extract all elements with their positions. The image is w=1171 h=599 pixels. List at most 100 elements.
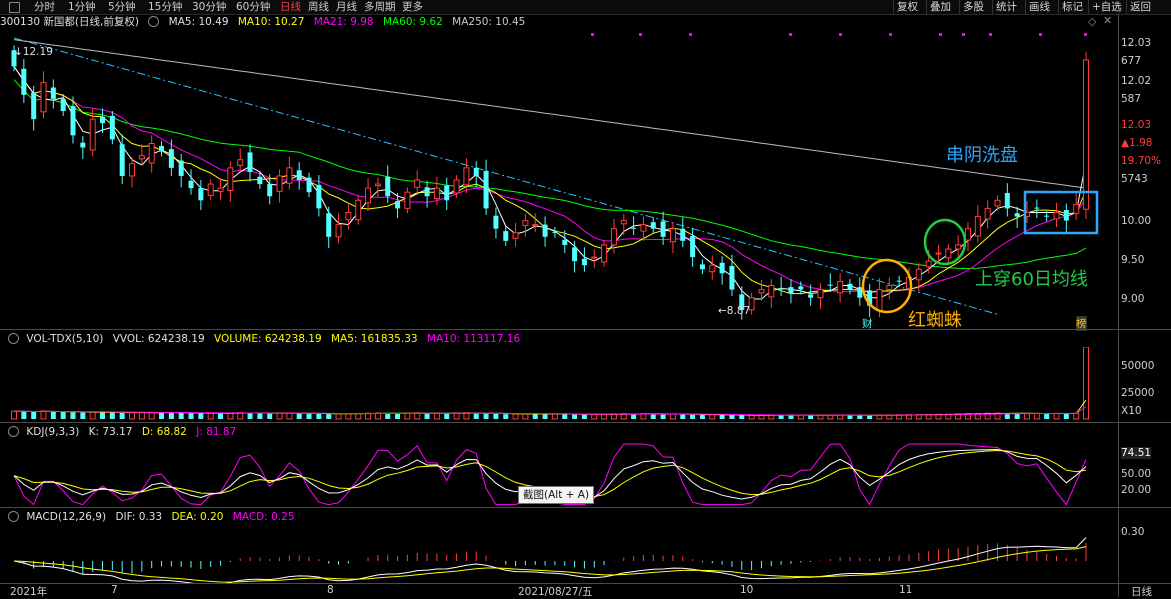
price-tick: 12.02: [1121, 75, 1152, 87]
candle-body: [660, 221, 666, 237]
diamond-icon[interactable]: ◇: [1088, 15, 1097, 28]
volume-bar: [453, 412, 460, 420]
candlestick-chart[interactable]: [0, 30, 1118, 330]
date-tick: 10: [740, 584, 754, 596]
axis-divider: [1118, 14, 1119, 597]
date-tick: 8: [327, 584, 334, 596]
candle-body: [1053, 211, 1060, 220]
kdj-tick: 50.00: [1121, 468, 1152, 480]
volume-bar: [395, 413, 401, 419]
volume-bar: [198, 413, 204, 419]
toolbar-button[interactable]: 统计: [992, 0, 1020, 14]
candle-body: [512, 232, 519, 239]
volume-bar: [138, 412, 145, 420]
period-tab[interactable]: 1分钟: [68, 1, 96, 13]
finance-marker[interactable]: 财: [862, 318, 873, 330]
candle-body: [739, 294, 745, 310]
candle-body: [925, 260, 932, 268]
collapse-icon[interactable]: [8, 511, 19, 522]
candle-body: [817, 289, 824, 299]
ma21-value: MA21: 9.98: [313, 16, 374, 28]
macd-value: MACD: 0.25: [232, 511, 295, 523]
period-tab[interactable]: 5分钟: [108, 1, 136, 13]
candle-body: [572, 247, 578, 262]
volume-bar: [129, 412, 136, 420]
ranking-marker[interactable]: 榜: [1076, 316, 1087, 331]
toolbar-button[interactable]: +自选: [1088, 0, 1125, 14]
candle-body: [532, 224, 539, 227]
period-label[interactable]: 日线: [1131, 586, 1152, 598]
volume-bar: [680, 414, 686, 419]
volume-bar: [70, 412, 76, 419]
toolbar-button[interactable]: 多股: [959, 0, 987, 14]
candle-body: [326, 213, 332, 237]
event-marker: [962, 33, 965, 36]
candle-body: [631, 227, 637, 229]
period-tab[interactable]: 15分钟: [148, 1, 183, 13]
period-tab[interactable]: 60分钟: [236, 1, 271, 13]
period-tab[interactable]: 周线: [308, 1, 329, 13]
period-tab[interactable]: 更多: [402, 1, 423, 13]
price-close: 12.03: [1121, 119, 1152, 131]
toolbar-button[interactable]: 复权: [893, 0, 921, 14]
period-tab[interactable]: 分时: [34, 1, 55, 13]
volume-bar: [572, 414, 578, 419]
volume-bar: [218, 413, 224, 419]
volume-bar: [316, 413, 322, 419]
macd-chart[interactable]: [0, 525, 1118, 583]
volume-bar: [719, 414, 725, 419]
low-price-label: ←8.87: [718, 305, 751, 317]
stock-title: 300130 新国都(日线,前复权): [0, 16, 139, 28]
collapse-icon[interactable]: [8, 333, 19, 344]
ma5-value: MA5: 10.49: [168, 16, 229, 28]
period-tab[interactable]: 30分钟: [192, 1, 227, 13]
ma60-value: MA60: 9.62: [382, 16, 443, 28]
volume-bar: [1073, 412, 1080, 420]
candle-body: [788, 287, 794, 294]
candle-body: [227, 167, 234, 192]
volume-bar: [748, 414, 755, 420]
volume-bar: [188, 413, 194, 419]
candle-body: [886, 284, 893, 291]
volume-bar: [267, 413, 273, 419]
annotation-wash: 串阴洗盘: [946, 145, 1018, 166]
collapse-icon[interactable]: [8, 426, 19, 437]
volume-bar: [867, 415, 873, 419]
close-icon[interactable]: ✕: [1103, 14, 1113, 27]
period-tab[interactable]: 日线: [280, 1, 301, 13]
ma21-line: [13, 66, 1087, 293]
ma5-line: [13, 66, 1087, 300]
candle-body: [237, 159, 244, 166]
volume-bar: [551, 413, 558, 420]
volume-bar: [345, 413, 352, 420]
candle-body: [719, 262, 725, 274]
volume-bar: [50, 411, 56, 419]
collapse-icon[interactable]: [148, 16, 160, 27]
candle-body: [217, 187, 224, 192]
volume-bar: [601, 413, 608, 420]
volume-chart[interactable]: [0, 347, 1118, 421]
toolbar-button[interactable]: 叠加: [926, 0, 954, 14]
volume-bar: [778, 415, 784, 419]
volume-bar: [404, 412, 411, 420]
period-tab[interactable]: 月线: [336, 1, 357, 13]
period-tab[interactable]: 多周期: [364, 1, 396, 13]
event-marker: [1039, 33, 1042, 36]
candle-body: [345, 211, 352, 221]
ma250-value: MA250: 10.45: [452, 16, 526, 28]
volume-bar: [503, 414, 509, 419]
volume-bar: [385, 413, 391, 419]
candle-body: [552, 231, 558, 233]
sidebar-toggle-icon[interactable]: [9, 2, 20, 13]
candle-body: [1083, 59, 1089, 210]
candle-body: [542, 224, 548, 237]
toolbar-button[interactable]: 画线: [1025, 0, 1053, 14]
toolbar-button[interactable]: 返回: [1126, 0, 1154, 14]
candle-body: [680, 228, 686, 241]
macd-header: MACD(12,26,9) DIF: 0.33 DEA: 0.20 MACD: …: [0, 509, 301, 525]
volume-bar: [669, 413, 676, 420]
toolbar-button[interactable]: 标记: [1058, 0, 1086, 14]
candle-body: [562, 240, 568, 245]
volume-bar: [207, 412, 214, 420]
date-tick: 2021年: [10, 586, 48, 598]
